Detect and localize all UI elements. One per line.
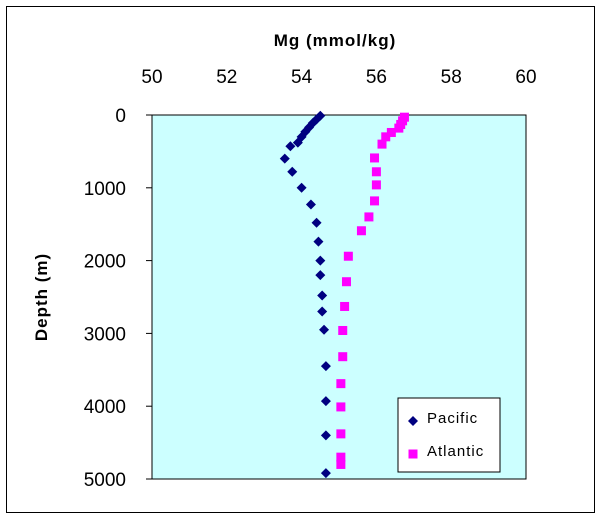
atlantic-point xyxy=(338,325,348,335)
pacific-point xyxy=(315,270,326,281)
pacific-point xyxy=(305,199,316,210)
atlantic-point xyxy=(377,139,387,149)
pacific-point xyxy=(317,290,328,301)
y-tick-label: 1000 xyxy=(84,179,126,200)
legend-atlantic-marker xyxy=(408,449,418,459)
legend-pacific-label: Pacific xyxy=(427,410,478,427)
y-tick-label: 3000 xyxy=(84,324,126,345)
atlantic-point xyxy=(371,167,381,177)
atlantic-point xyxy=(336,452,346,462)
atlantic-point xyxy=(370,153,380,163)
pacific-point xyxy=(279,153,290,164)
atlantic-point xyxy=(356,226,366,236)
atlantic-point xyxy=(336,429,346,439)
y-axis-title: Depth (m) xyxy=(32,253,51,341)
atlantic-point xyxy=(341,277,351,287)
legend-atlantic-label: Atlantic xyxy=(427,443,484,460)
x-tick-label: 56 xyxy=(366,67,387,88)
atlantic-point xyxy=(336,459,346,469)
pacific-point xyxy=(304,122,315,133)
x-axis-title: Mg (mmol/kg) xyxy=(274,31,397,50)
atlantic-point xyxy=(371,180,381,190)
atlantic-point xyxy=(394,123,404,133)
pacific-point xyxy=(313,236,324,247)
pacific-point xyxy=(292,137,303,148)
pacific-point xyxy=(287,166,298,177)
y-tick-label: 2000 xyxy=(84,252,126,273)
atlantic-point xyxy=(336,379,346,389)
atlantic-point xyxy=(343,251,353,261)
pacific-point xyxy=(315,255,326,266)
x-tick-label: 58 xyxy=(441,67,462,88)
atlantic-point xyxy=(336,402,346,412)
y-tick-label: 5000 xyxy=(84,470,126,491)
atlantic-point xyxy=(338,352,348,362)
pacific-point xyxy=(320,361,331,372)
pacific-point xyxy=(320,430,331,441)
x-tick-labels: 50 52 54 56 58 60 xyxy=(141,67,536,88)
x-tick-label: 60 xyxy=(515,67,536,88)
atlantic-point xyxy=(386,127,396,137)
x-tick-label: 52 xyxy=(216,67,237,88)
atlantic-point xyxy=(364,212,374,222)
legend: Pacific Atlantic xyxy=(397,397,501,473)
atlantic-point xyxy=(340,301,350,311)
pacific-point xyxy=(319,324,330,335)
y-tick-labels: 0 1000 2000 3000 4000 5000 xyxy=(84,106,152,491)
pacific-point xyxy=(317,306,328,317)
pacific-point xyxy=(320,468,331,479)
atlantic-point xyxy=(381,132,391,142)
y-tick-label: 0 xyxy=(115,106,126,127)
pacific-point xyxy=(285,141,296,152)
x-tick-label: 50 xyxy=(141,67,162,88)
x-tick-label: 54 xyxy=(291,67,313,88)
atlantic-point xyxy=(370,196,380,206)
legend-pacific-marker xyxy=(408,416,418,426)
pacific-point xyxy=(311,217,322,228)
legend-box xyxy=(397,397,501,473)
pacific-point xyxy=(320,396,331,407)
y-tick-label: 4000 xyxy=(84,397,126,418)
pacific-point xyxy=(296,182,307,193)
data-points xyxy=(279,110,409,479)
